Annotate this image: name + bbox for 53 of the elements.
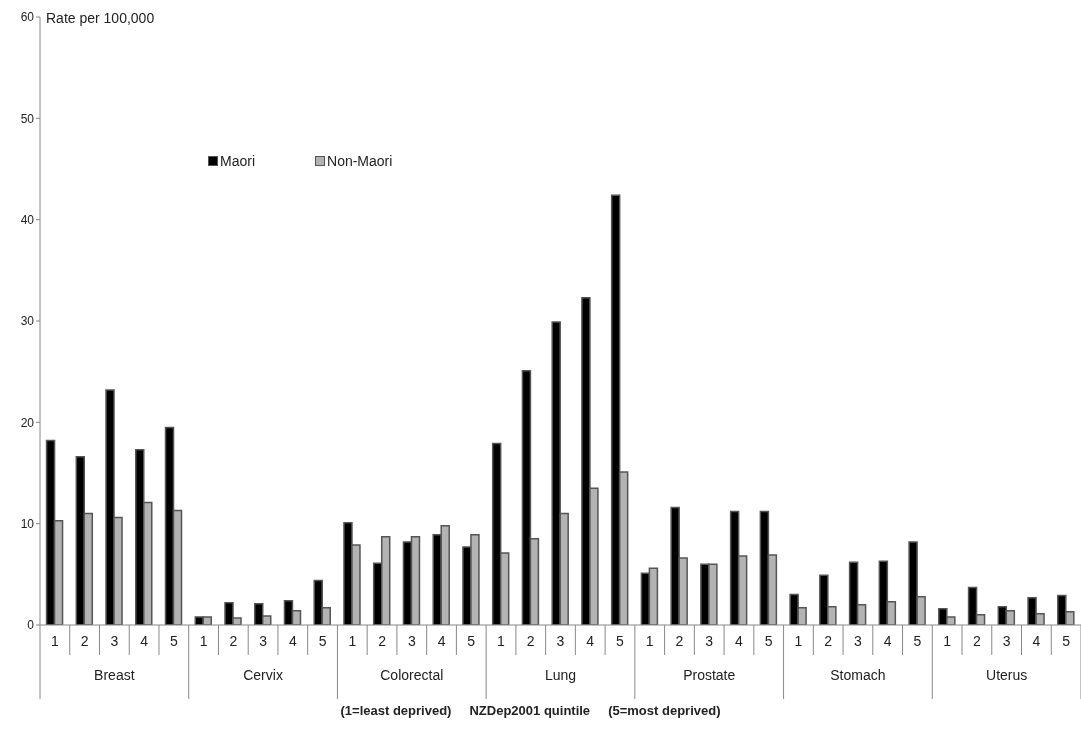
x-tick-label: 5: [913, 633, 922, 649]
x-tick-label: 5: [764, 633, 773, 649]
x-tick-label: 1: [794, 633, 803, 649]
x-tick-label: 2: [378, 633, 387, 649]
text: Stomach: [829, 667, 887, 683]
text: Breast: [93, 667, 136, 683]
x-tick-label: 1: [497, 633, 506, 649]
text: Cervix: [242, 667, 284, 683]
x-tick-label: 4: [1032, 633, 1041, 649]
x-tick-label: 3: [705, 633, 714, 649]
x-tick-label: 4: [735, 633, 744, 649]
y-tick-label: 10: [20, 516, 35, 531]
x-tick-label: 4: [586, 633, 595, 649]
x-tick-label: 2: [229, 633, 238, 649]
x-tick-label: 1: [943, 633, 952, 649]
x-axis-title: (1=least deprived) NZDep2001 quintile (5=most deprived): [340, 703, 721, 718]
x-tick-label: 2: [675, 633, 684, 649]
x-tick-label: 1: [645, 633, 654, 649]
y-tick-label: 60: [20, 10, 35, 25]
x-tick-label: 3: [556, 633, 565, 649]
x-tick-label: 4: [883, 633, 892, 649]
x-tick-label: 2: [973, 633, 981, 649]
text: Uterus: [985, 667, 1029, 683]
text: Lung: [543, 667, 578, 683]
x-tick-label: 2: [526, 633, 535, 649]
x-tick-label: 2: [824, 633, 833, 649]
x-tick-label: 3: [1002, 633, 1011, 649]
y-tick-label: 50: [20, 111, 35, 126]
x-tick-label: 5: [169, 633, 178, 649]
y-tick-label: 40: [20, 212, 35, 227]
x-tick-label: 3: [110, 633, 119, 649]
y-axis-title: Rate per 100,000: [46, 10, 155, 26]
x-tick-label: 2: [80, 633, 89, 649]
text: Colorectal: [379, 667, 445, 683]
x-tick-label: 1: [199, 633, 208, 649]
y-tick-label: 0: [27, 618, 35, 633]
legend-label: Maori: [220, 153, 256, 169]
x-tick-label: 1: [348, 633, 357, 649]
x-tick-label: 4: [140, 633, 149, 649]
x-tick-label: 3: [407, 633, 416, 649]
x-tick-label: 3: [259, 633, 268, 649]
x-tick-label: 5: [467, 633, 476, 649]
y-tick-label: 20: [20, 415, 35, 430]
x-tick-label: 4: [437, 633, 446, 649]
x-tick-label: 5: [1062, 633, 1071, 649]
x-tick-label: 4: [288, 633, 297, 649]
x-tick-label: 1: [50, 633, 59, 649]
legend-label: Non-Maori: [327, 153, 393, 169]
text: Prostate: [682, 667, 737, 683]
x-tick-label: 5: [318, 633, 327, 649]
x-tick-label: 3: [854, 633, 863, 649]
x-tick-label: 5: [616, 633, 625, 649]
y-tick-label: 30: [20, 314, 35, 329]
